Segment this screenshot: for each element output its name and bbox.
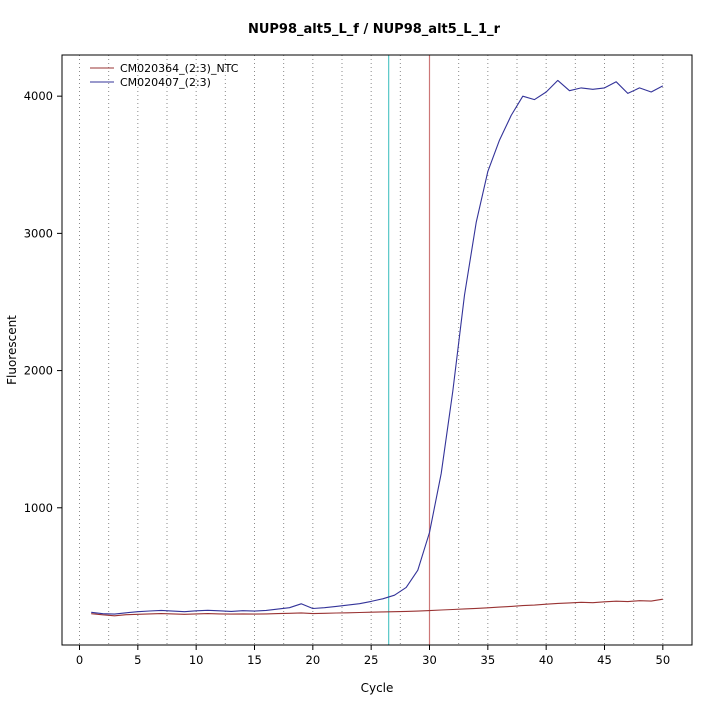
y-tick-label: 1000 xyxy=(24,501,53,515)
legend-label: CM020407_(2:3) xyxy=(120,76,211,89)
legend-label: CM020364_(2:3)_NTC xyxy=(120,62,239,75)
chart-title: NUP98_alt5_L_f / NUP98_alt5_L_1_r xyxy=(248,22,501,37)
x-tick-label: 50 xyxy=(656,653,671,667)
x-tick-label: 0 xyxy=(76,653,83,667)
x-tick-label: 15 xyxy=(247,653,262,667)
x-tick-label: 10 xyxy=(189,653,204,667)
y-tick-label: 4000 xyxy=(24,89,53,103)
x-tick-label: 45 xyxy=(597,653,612,667)
x-tick-label: 30 xyxy=(422,653,437,667)
plot-border xyxy=(61,54,693,646)
series-line xyxy=(91,598,663,617)
series-layer xyxy=(91,79,664,617)
x-tick-label: 20 xyxy=(306,653,321,667)
x-tick-label: 5 xyxy=(134,653,141,667)
axis-layer: 0 5 10 15 20 25 30 35 40 45 50 1000 2000 3000 4000 xyxy=(24,54,693,667)
y-axis-label: Fluorescent xyxy=(5,315,19,385)
x-tick-label: 35 xyxy=(481,653,496,667)
y-tick-label: 3000 xyxy=(24,226,53,240)
x-tick-label: 25 xyxy=(364,653,379,667)
series-line xyxy=(91,79,664,615)
y-tick-label: 2000 xyxy=(24,364,53,378)
threshold-lines-layer xyxy=(388,55,431,645)
grid-layer xyxy=(79,55,664,645)
x-tick-label: 40 xyxy=(539,653,554,667)
x-axis-label: Cycle xyxy=(361,681,394,695)
